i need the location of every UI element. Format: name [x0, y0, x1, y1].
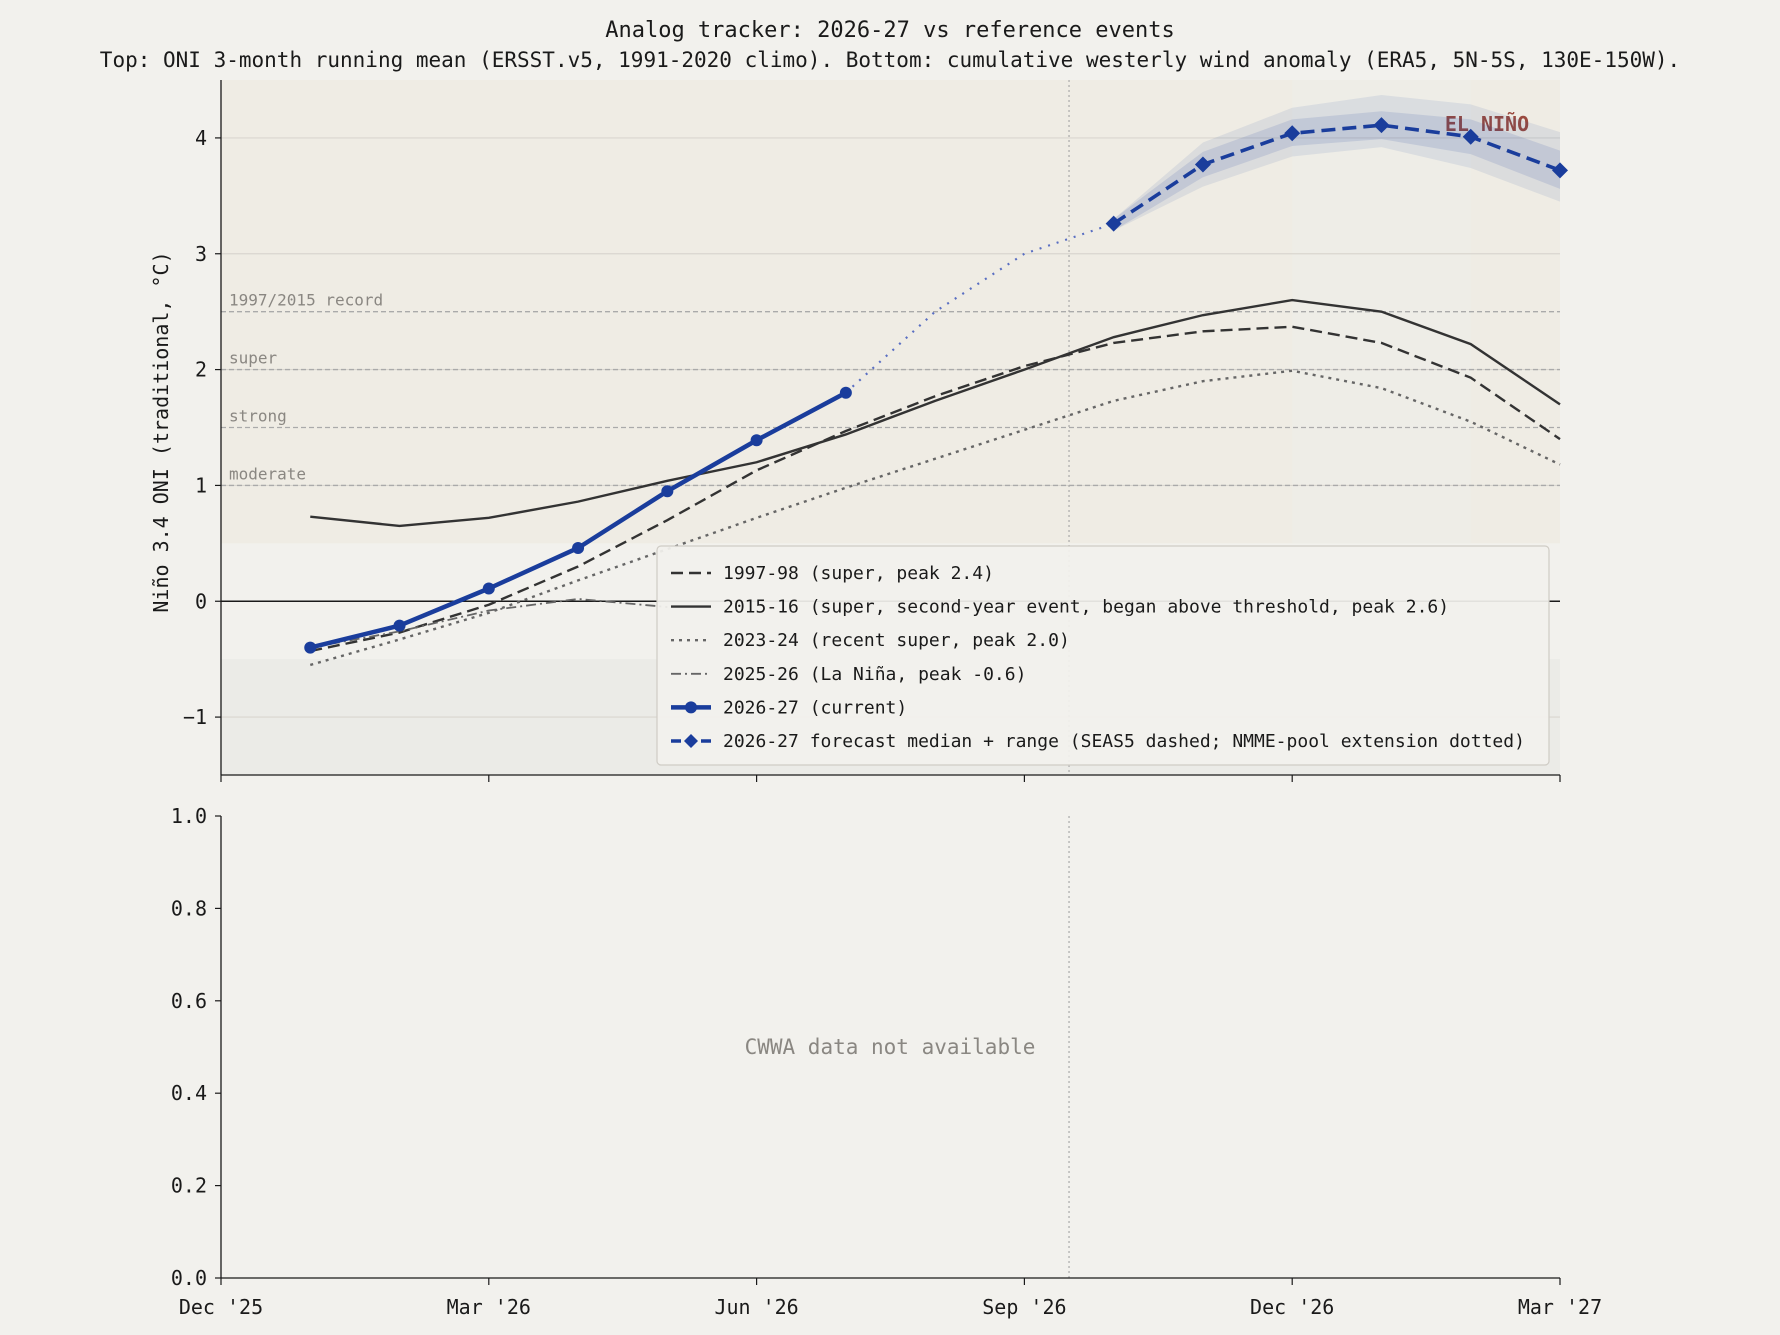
bottom-y-tick-label: 0.8	[171, 896, 207, 920]
forecast-point	[1552, 162, 1568, 179]
el-nino-label: EL NIÑO	[1445, 112, 1529, 136]
top-y-axis-label: Niño 3.4 ONI (traditional, °C)	[149, 251, 173, 612]
current-point	[482, 582, 495, 595]
cwwa-unavailable-message: CWWA data not available	[745, 1035, 1036, 1059]
top-y-tick-label: 4	[195, 126, 207, 150]
legend-marker	[684, 734, 698, 748]
legend-marker	[685, 701, 697, 714]
legend-entry: 2025-26 (La Niña, peak -0.6)	[723, 664, 1026, 685]
legend-entry: 2026-27 forecast median + range (SEAS5 d…	[723, 731, 1525, 752]
series-2025-26	[310, 598, 668, 649]
forecast-point	[1194, 156, 1211, 173]
legend-entry: 2026-27 (current)	[723, 697, 907, 718]
bottom-y-tick-label: 1.0	[171, 804, 207, 828]
x-tick-label: Sep '26	[982, 1295, 1066, 1319]
threshold-label: moderate	[229, 464, 306, 483]
current-point	[393, 619, 406, 632]
threshold-label: 1997/2015 record	[229, 291, 383, 310]
forecast-point	[1462, 128, 1479, 145]
bottom-y-tick-label: 0.4	[171, 1081, 207, 1105]
chart-title: Analog tracker: 2026-27 vs reference eve…	[605, 18, 1175, 43]
threshold-label: super	[229, 349, 278, 368]
x-tick-label: Mar '27	[1518, 1295, 1602, 1319]
chart-subtitle: Top: ONI 3-month running mean (ERSST.v5,…	[100, 48, 1680, 72]
bottom-y-tick-label: 0.6	[171, 989, 207, 1013]
series-2015-16	[310, 298, 1561, 528]
forecast-point	[1284, 125, 1301, 142]
series-2026-27-forecast	[1112, 123, 1561, 226]
legend-entry: 2015-16 (super, second-year event, began…	[723, 597, 1449, 618]
series-2023-24	[309, 369, 1561, 667]
top-y-tick-label: 3	[195, 242, 207, 266]
x-tick-label: Mar '26	[447, 1295, 531, 1319]
legend-entry: 2023-24 (recent super, peak 2.0)	[723, 630, 1070, 651]
forecast-inner-range	[1113, 111, 1560, 231]
top-y-tick-label: 1	[195, 473, 207, 497]
current-point	[661, 485, 674, 498]
top-y-tick-label: 0	[195, 589, 207, 613]
legend	[656, 545, 1550, 766]
current-point	[750, 434, 763, 447]
x-tick-label: Dec '25	[179, 1295, 263, 1319]
legend-entry: 1997-98 (super, peak 2.4)	[723, 563, 994, 584]
x-tick-label: Dec '26	[1250, 1295, 1334, 1319]
x-tick-label: Jun '26	[714, 1295, 798, 1319]
threshold-label: strong	[229, 407, 287, 426]
current-point	[839, 386, 852, 399]
forecast-point	[1373, 117, 1390, 134]
forecast-outer-range	[1113, 95, 1560, 231]
top-y-tick-label: 2	[195, 358, 207, 382]
bottom-y-tick-label: 0.0	[171, 1266, 207, 1290]
forecast-point	[1105, 215, 1122, 232]
current-point	[304, 641, 317, 654]
top-y-tick-label: −1	[183, 705, 207, 729]
bottom-y-tick-label: 0.2	[171, 1174, 207, 1198]
series-1997-98	[310, 325, 1561, 653]
current-point	[572, 541, 585, 554]
